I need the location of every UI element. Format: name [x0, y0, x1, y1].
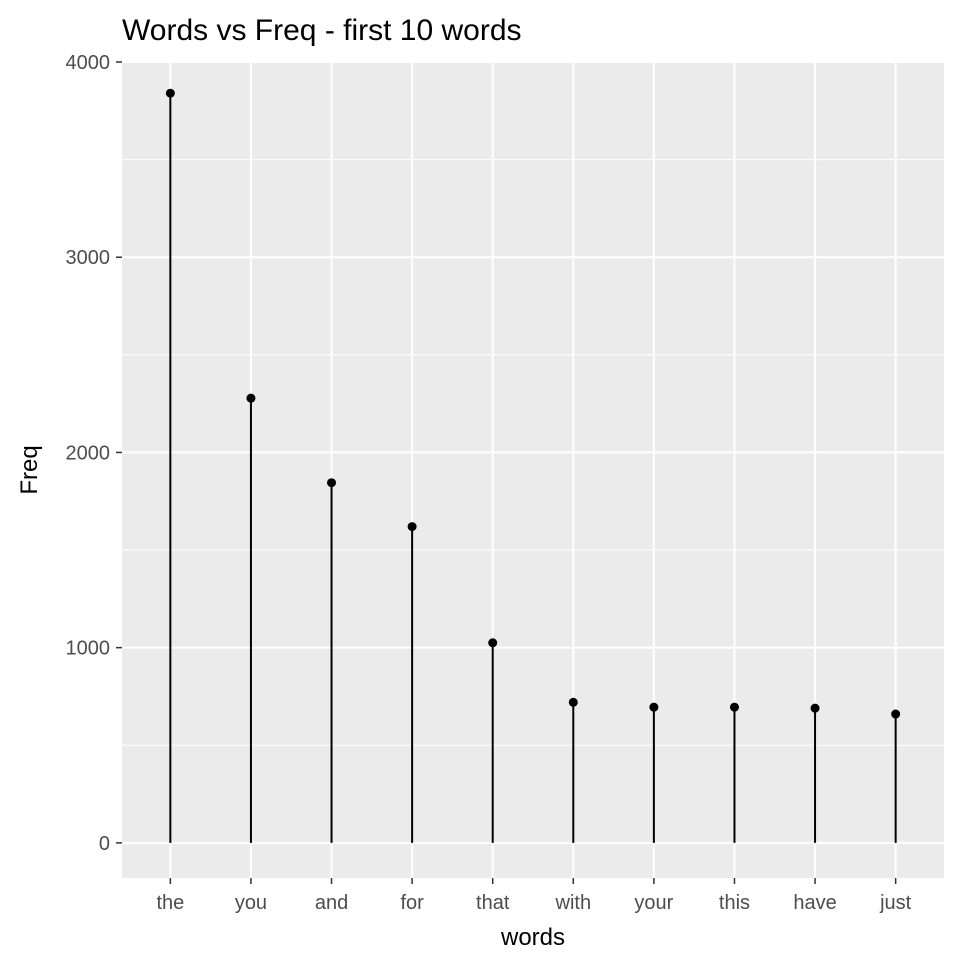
x-tick-label: you [235, 892, 267, 914]
lollipop-point [729, 702, 739, 712]
lollipop-point [891, 709, 901, 719]
lollipop-point [810, 703, 820, 713]
x-tick-label: the [156, 892, 184, 914]
y-axis-title: Freq [16, 445, 43, 494]
x-axis: the you and for that with your this have just [156, 878, 912, 914]
y-tick-label: 4000 [66, 52, 111, 74]
x-tick-label: this [719, 892, 750, 914]
x-tick-label: that [476, 892, 510, 914]
y-axis: 0 1000 2000 3000 4000 [66, 52, 122, 855]
lollipop-point [165, 88, 175, 98]
y-tick-label: 1000 [66, 638, 111, 660]
x-tick-label: have [793, 892, 836, 914]
lollipop-point [568, 697, 578, 707]
x-tick-label: with [555, 892, 592, 914]
lollipop-point [327, 478, 337, 488]
plot-panel [122, 62, 944, 878]
data-marks [165, 88, 901, 843]
lollipop-point [407, 522, 417, 532]
x-tick-label: for [400, 892, 424, 914]
y-tick-label: 2000 [66, 442, 111, 464]
x-tick-label: your [634, 892, 673, 914]
chart-title: Words vs Freq - first 10 words [122, 14, 522, 47]
y-tick-label: 0 [99, 833, 110, 855]
x-tick-label: just [879, 892, 912, 914]
x-tick-label: and [315, 892, 348, 914]
y-tick-label: 3000 [66, 247, 111, 269]
lollipop-point [649, 702, 659, 712]
lollipop-point [488, 638, 498, 648]
lollipop-point [246, 393, 256, 403]
x-axis-title: words [500, 924, 565, 951]
